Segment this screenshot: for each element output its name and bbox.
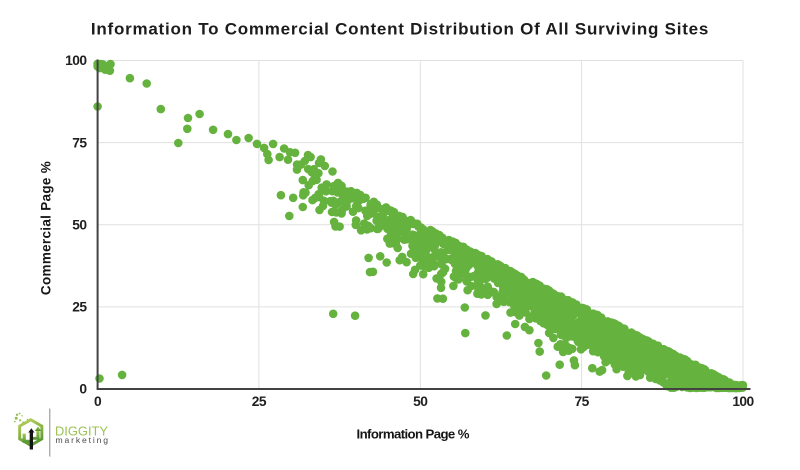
svg-text:marketing: marketing <box>56 435 110 445</box>
svg-text:75: 75 <box>574 394 589 409</box>
svg-text:50: 50 <box>72 217 87 232</box>
svg-text:0: 0 <box>79 382 87 397</box>
svg-text:25: 25 <box>72 300 87 315</box>
svg-text:Information Page %: Information Page % <box>357 427 470 442</box>
svg-text:0: 0 <box>94 394 102 409</box>
svg-text:Commercial Page %: Commercial Page % <box>39 161 54 295</box>
svg-text:100: 100 <box>65 53 87 68</box>
svg-text:25: 25 <box>252 394 267 409</box>
svg-text:100: 100 <box>732 394 754 409</box>
svg-text:Information To Commercial Cont: Information To Commercial Content Distri… <box>91 19 709 38</box>
svg-text:DIGGITY: DIGGITY <box>55 423 108 438</box>
svg-text:75: 75 <box>72 135 87 150</box>
svg-text:50: 50 <box>413 394 428 409</box>
